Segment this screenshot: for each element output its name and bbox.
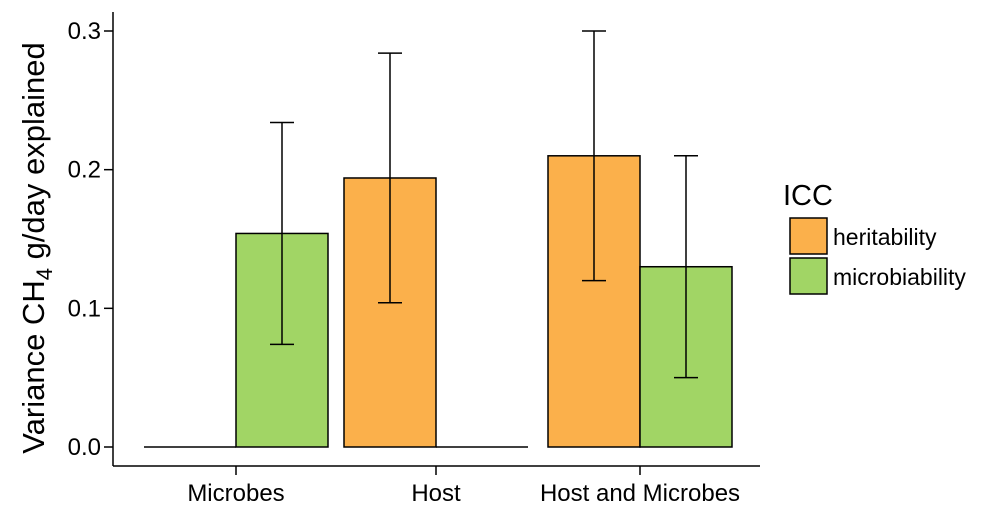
legend-label-heritability: heritability bbox=[833, 224, 937, 250]
y-tick-label: 0.3 bbox=[68, 18, 101, 45]
x-tick-label: Microbes bbox=[187, 480, 284, 507]
y-axis-title: Variance CH4 g/day explained bbox=[16, 42, 57, 453]
legend: ICC heritability microbiability bbox=[783, 180, 966, 295]
x-tick-label: Host bbox=[411, 480, 461, 507]
legend-label-microbiability: microbiability bbox=[833, 264, 966, 290]
legend-swatch-heritability bbox=[789, 217, 828, 255]
legend-title: ICC bbox=[783, 180, 833, 212]
y-tick-label: 0.1 bbox=[68, 295, 101, 322]
x-tick-label: Host and Microbes bbox=[540, 480, 740, 507]
y-tick-label: 0.0 bbox=[68, 434, 101, 461]
y-tick-label: 0.2 bbox=[68, 157, 101, 184]
legend-swatch-microbiability bbox=[789, 257, 828, 295]
x-ticks: Microbes Host Host and Microbes bbox=[187, 466, 740, 507]
plot-area bbox=[144, 30, 733, 448]
y-ticks: 0.0 0.1 0.2 0.3 bbox=[68, 18, 113, 461]
